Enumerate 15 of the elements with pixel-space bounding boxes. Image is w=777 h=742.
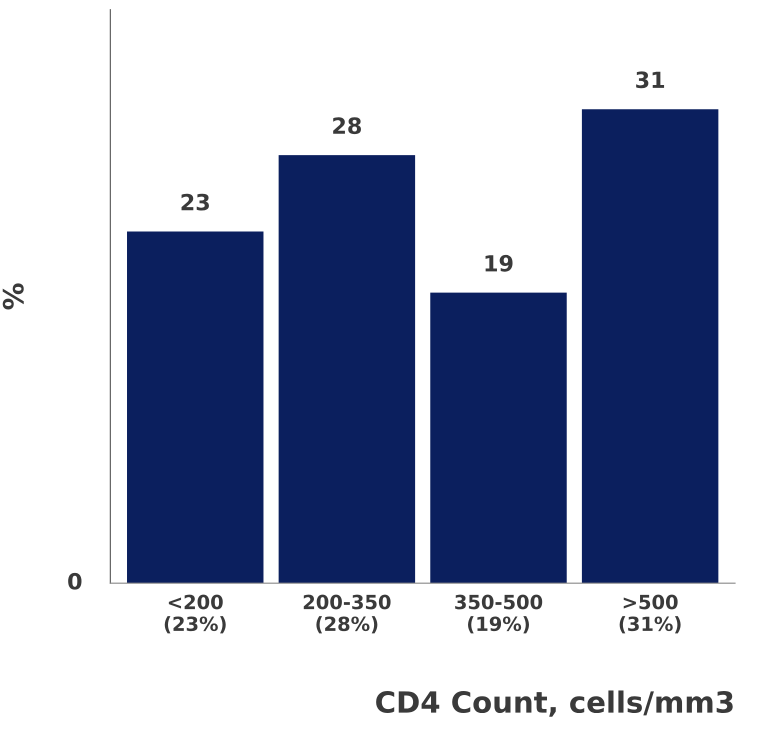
bar (582, 109, 718, 584)
x-tick-label: >500 (31%) (620, 594, 681, 634)
data-label: 23 (182, 194, 209, 211)
y-axis-title: % (2, 283, 24, 310)
x-axis-title: CD4 Count, cells/mm3 (376, 690, 733, 717)
text: 0 (68, 572, 82, 590)
x-tick-label: 200-350 (28%) (304, 594, 391, 634)
data-label: 19 (486, 254, 513, 272)
bar (430, 292, 567, 584)
data-label: 28 (333, 117, 361, 134)
bar (127, 232, 264, 584)
bar (278, 155, 416, 584)
data-label: 31 (636, 71, 664, 88)
x-tick-label: <200 (23%) (164, 594, 226, 634)
x-tick-label: 350-500 (19%) (455, 594, 542, 634)
